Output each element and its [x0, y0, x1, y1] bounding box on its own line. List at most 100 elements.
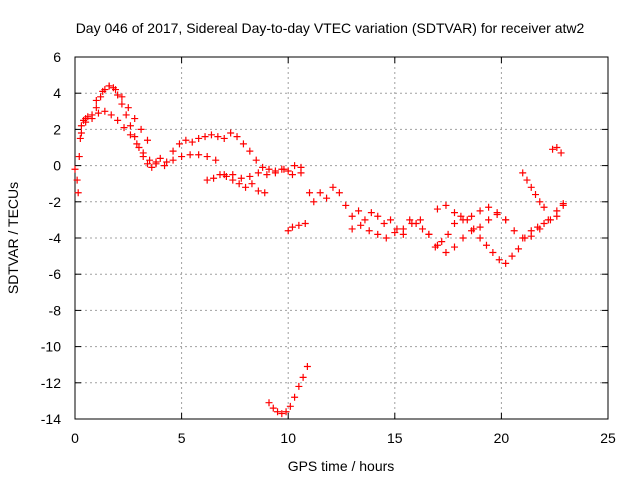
data-point-marker — [212, 156, 220, 164]
data-point-marker — [120, 124, 128, 132]
data-point-marker — [282, 408, 290, 416]
data-point-marker — [214, 133, 222, 141]
data-point-marker — [310, 198, 318, 206]
data-point-marker — [544, 216, 552, 224]
series-late-segment-c — [433, 201, 510, 224]
data-point-marker — [99, 87, 107, 95]
data-point-marker — [203, 176, 211, 184]
data-point-marker — [246, 172, 254, 180]
data-point-marker — [553, 144, 561, 151]
data-point-marker — [485, 203, 493, 211]
data-point-marker — [459, 216, 467, 224]
y-tick-label: 6 — [53, 49, 61, 65]
data-point-marker — [146, 156, 154, 164]
data-point-marker — [393, 225, 401, 233]
data-point-marker — [476, 234, 484, 242]
data-point-marker — [286, 402, 294, 410]
data-point-marker — [239, 140, 247, 148]
data-point-marker — [248, 180, 256, 188]
data-point-marker — [297, 169, 305, 177]
series-end-cluster — [549, 144, 565, 157]
data-point-marker — [299, 373, 307, 381]
data-point-marker — [156, 154, 164, 162]
data-point-marker — [188, 138, 196, 146]
data-point-marker — [77, 129, 85, 137]
data-point-marker — [118, 100, 126, 108]
data-point-marker — [306, 189, 314, 197]
y-tick-label: -14 — [41, 411, 61, 427]
x-axis-label: GPS time / hours — [288, 458, 395, 474]
data-point-marker — [207, 131, 215, 139]
y-tick-label: 2 — [53, 121, 61, 137]
data-point-marker — [203, 153, 211, 161]
data-point-marker — [408, 220, 416, 228]
x-axis-ticks: 0 5 10 15 20 25 — [71, 57, 616, 446]
data-point-marker — [242, 183, 250, 191]
y-tick-label: -10 — [41, 339, 61, 355]
y-tick-label: -2 — [49, 194, 62, 210]
data-point-marker — [523, 176, 531, 184]
data-point-marker — [139, 149, 147, 157]
data-point-marker — [263, 171, 271, 179]
data-point-marker — [254, 169, 262, 177]
data-point-marker — [450, 209, 458, 217]
data-point-marker — [532, 191, 540, 199]
data-point-marker — [357, 221, 365, 229]
data-point-marker — [502, 216, 510, 224]
data-point-marker — [295, 382, 303, 390]
chart-title: Day 046 of 2017, Sidereal Day-to-day VTE… — [76, 20, 585, 36]
data-point-marker — [553, 207, 561, 215]
data-point-marker — [540, 220, 548, 228]
series-lower-branch — [77, 107, 305, 182]
data-point-marker — [406, 216, 414, 224]
data-point-marker — [75, 153, 83, 161]
data-point-marker — [114, 91, 122, 99]
data-point-marker — [169, 156, 177, 164]
data-point-marker — [450, 243, 458, 251]
data-point-marker — [148, 163, 156, 171]
data-point-marker — [118, 93, 126, 101]
data-point-marker — [112, 86, 120, 94]
data-point-marker — [280, 165, 288, 173]
data-point-marker — [468, 212, 476, 220]
series-main — [71, 82, 305, 197]
data-point-marker — [84, 113, 92, 121]
data-point-marker — [235, 180, 243, 188]
data-point-marker — [186, 151, 194, 159]
x-tick-label: 25 — [600, 430, 616, 446]
data-point-marker — [101, 107, 109, 115]
data-point-marker — [549, 145, 557, 153]
data-point-marker — [416, 216, 424, 224]
data-point-marker — [348, 225, 356, 233]
series-late-segment-b — [348, 200, 567, 256]
data-point-marker — [74, 189, 82, 197]
y-tick-label: 0 — [53, 158, 61, 174]
data-point-marker — [288, 171, 296, 179]
data-point-marker — [143, 136, 151, 144]
data-point-marker — [374, 230, 382, 238]
data-point-marker — [468, 227, 476, 235]
data-point-marker — [510, 227, 518, 235]
data-point-marker — [163, 158, 171, 166]
data-point-marker — [540, 203, 548, 211]
data-point-marker — [450, 220, 458, 228]
data-point-marker — [82, 118, 90, 126]
data-point-marker — [284, 167, 292, 175]
x-tick-label: 5 — [178, 430, 186, 446]
data-points — [71, 82, 567, 418]
data-point-marker — [131, 115, 139, 123]
series-low-arc — [265, 363, 311, 418]
data-point-marker — [374, 212, 382, 220]
data-point-marker — [265, 399, 273, 407]
data-point-marker — [182, 136, 190, 144]
series-tail-after-10 — [284, 189, 318, 235]
data-point-marker — [114, 116, 122, 124]
y-tick-label: 4 — [53, 85, 61, 101]
data-point-marker — [303, 363, 311, 371]
data-point-marker — [220, 134, 228, 142]
data-point-marker — [329, 183, 337, 191]
data-point-marker — [433, 205, 441, 213]
y-tick-label: -8 — [49, 302, 62, 318]
data-point-marker — [335, 189, 343, 197]
data-point-marker — [233, 133, 241, 141]
